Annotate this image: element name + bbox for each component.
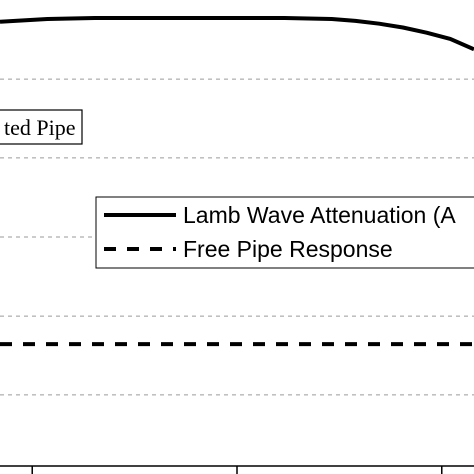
annotation-box: ted Pipe (0, 109, 83, 145)
legend-label-series-2: Free Pipe Response (183, 236, 393, 262)
legend-border (95, 196, 474, 269)
annotation-border (0, 109, 83, 145)
legend: Lamb Wave Attenuation (A Free Pipe Respo… (95, 196, 474, 269)
x-axis (0, 465, 474, 474)
series-lines (0, 16, 474, 347)
annotation-label: ted Pipe (4, 115, 76, 140)
legend-label-series-1: Lamb Wave Attenuation (A (183, 202, 456, 228)
series-line-1 (0, 16, 474, 52)
